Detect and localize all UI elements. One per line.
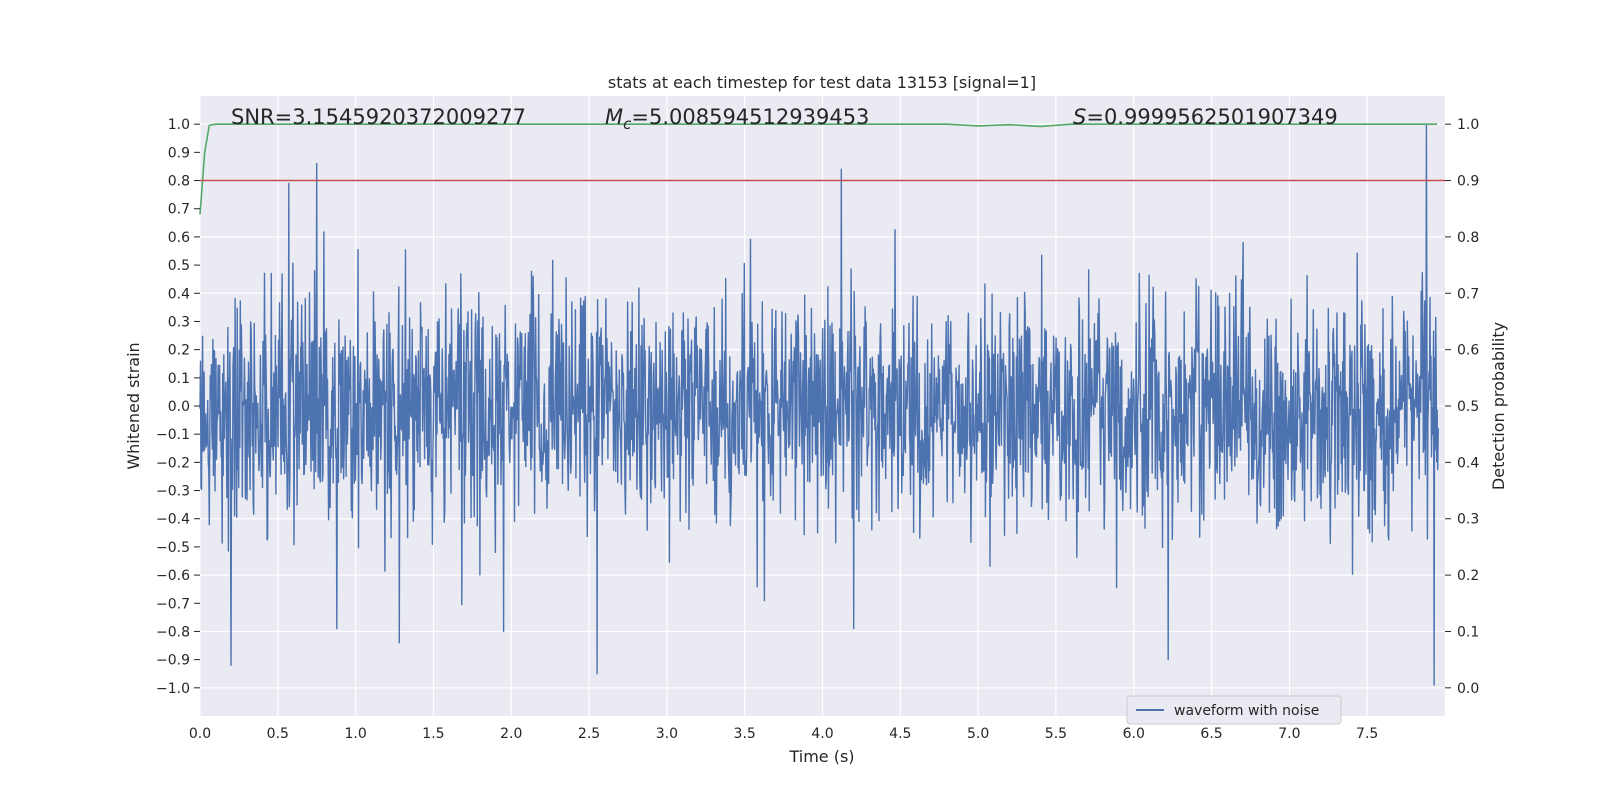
snr-annotation: SNR=3.1545920372009277 <box>231 105 526 129</box>
legend-box <box>1126 695 1342 725</box>
s-symbol: S <box>1073 105 1086 129</box>
y2-tick-label: 1.0 <box>1457 117 1479 133</box>
y-tick-label: 0.6 <box>168 230 190 246</box>
y-tick-label: −0.1 <box>156 427 190 443</box>
x-tick-label: 5.0 <box>967 726 989 742</box>
y-tick-label: 1.0 <box>168 117 190 133</box>
y-tick-label: −0.9 <box>156 653 190 669</box>
legend: waveform with noise <box>1126 695 1342 725</box>
x-tick-label: 3.5 <box>734 726 756 742</box>
y-tick-label: 0.1 <box>168 371 190 387</box>
y-tick-label: −0.2 <box>156 455 190 471</box>
y-tick-label: −0.8 <box>156 624 190 640</box>
x-tick-label: 1.0 <box>344 726 366 742</box>
x-tick-label: 3.0 <box>656 726 678 742</box>
y-tick-label: 0.8 <box>168 174 190 190</box>
y-tick-label: −0.5 <box>156 540 190 556</box>
s-value: =0.9999562501907349 <box>1086 105 1337 129</box>
probability-line <box>199 123 1438 215</box>
x-tick-label: 6.0 <box>1123 726 1145 742</box>
y-tick-label: 0.3 <box>168 314 190 330</box>
x-tick-label: 2.0 <box>500 726 522 742</box>
x-tick-label: 0.5 <box>267 726 289 742</box>
y2-tick-label: 0.9 <box>1457 174 1479 190</box>
y-tick-label: 0.5 <box>168 258 190 274</box>
x-tick-label: 5.5 <box>1045 726 1067 742</box>
ticks: 0.0 0.5 1.0 1.5 2.0 2.5 3.0 3.5 4.0 4.5 5.0 5.5 6.0 6… <box>156 117 1479 742</box>
y2-tick-label: 0.1 <box>1457 624 1479 640</box>
waveform-series <box>199 123 1440 686</box>
chart-title: stats at each timestep for test data 131… <box>608 73 1036 92</box>
y-tick-label: −0.6 <box>156 568 190 584</box>
y-tick-label: 0.2 <box>168 343 190 359</box>
y-tick-label: −1.0 <box>156 681 190 697</box>
y-tick-label: 0.7 <box>168 202 190 218</box>
x-tick-label: 4.5 <box>889 726 911 742</box>
mc-symbol: M <box>605 105 623 129</box>
x-axis-label: Time (s) <box>788 747 854 766</box>
x-tick-label: 2.5 <box>578 726 600 742</box>
legend-label: waveform with noise <box>1174 703 1319 719</box>
y-tick-label: 0.9 <box>168 145 190 161</box>
y2-tick-label: 0.0 <box>1457 681 1479 697</box>
x-tick-label: 1.5 <box>422 726 444 742</box>
y-tick-label: −0.3 <box>156 484 190 500</box>
mc-value: =5.008594512939453 <box>631 105 869 129</box>
probability-series <box>199 123 1445 215</box>
mc-annotation: Mc=5.008594512939453 <box>605 105 869 133</box>
x-tick-label: 6.5 <box>1200 726 1222 742</box>
y-axis-label: Whitened strain <box>124 342 143 469</box>
y-tick-label: 0.0 <box>168 399 190 415</box>
y2-tick-label: 0.2 <box>1457 568 1479 584</box>
y-tick-label: −0.7 <box>156 596 190 612</box>
x-tick-label: 0.0 <box>189 726 211 742</box>
mc-subscript: c <box>623 115 632 133</box>
x-tick-label: 7.5 <box>1356 726 1378 742</box>
y2-tick-label: 0.5 <box>1457 399 1479 415</box>
y2-tick-label: 0.4 <box>1457 455 1479 471</box>
y2-tick-label: 0.8 <box>1457 230 1479 246</box>
y2-tick-label: 0.6 <box>1457 343 1479 359</box>
y-tick-label: −0.4 <box>156 512 190 528</box>
waveform-line <box>199 123 1440 686</box>
y-tick-label: 0.4 <box>168 286 190 302</box>
x-tick-label: 4.0 <box>811 726 833 742</box>
x-tick-label: 7.0 <box>1278 726 1300 742</box>
y2-tick-label: 0.3 <box>1457 512 1479 528</box>
y2-tick-label: 0.7 <box>1457 286 1479 302</box>
y2-axis-label: Detection probability <box>1489 322 1508 490</box>
s-annotation: S=0.9999562501907349 <box>1073 105 1338 129</box>
